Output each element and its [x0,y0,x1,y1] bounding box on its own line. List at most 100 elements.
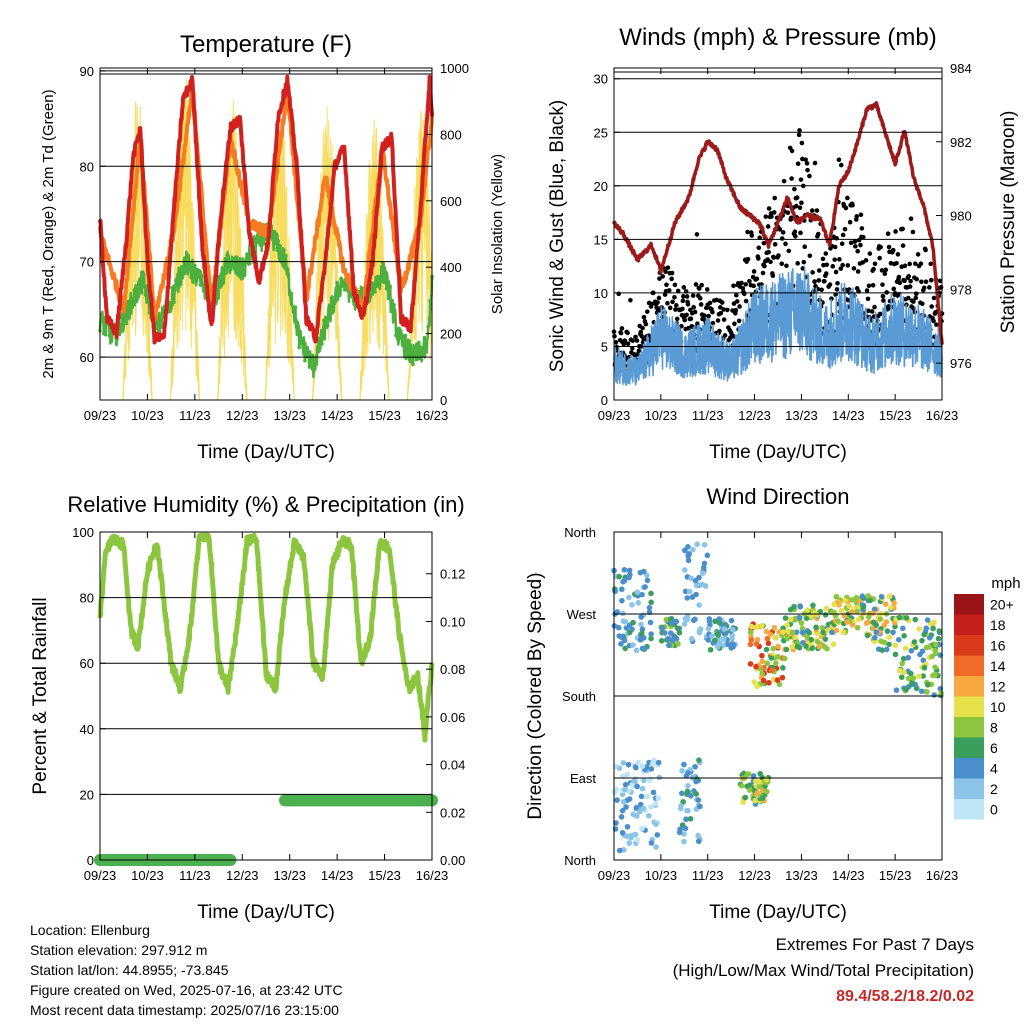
direction-point [635,759,642,766]
gust-point [669,270,675,276]
direction-point [747,629,754,636]
dewpoint-point [170,286,174,290]
dewpoint-point [295,320,300,325]
direction-point [616,847,623,854]
dewpoint-point [291,309,296,314]
gust-point [900,226,905,232]
temperature-ylabel: 2m & 9m T (Red, Orange) & 2m Td (Green) [40,89,57,378]
direction-point [865,593,871,599]
direction-point [775,653,781,660]
extremes-title: Extremes For Past 7 Days [775,935,974,954]
dewpoint-point [397,330,402,335]
gust-point [834,235,839,241]
gust-point [656,295,662,301]
colorbar-title: mph [991,575,1020,592]
direction-point [681,838,687,845]
gust-point [763,214,769,219]
winds-ytick-label: 20 [594,179,608,194]
direction-point [628,832,635,839]
gust-point [894,260,899,266]
gust-point [807,173,812,179]
gust-point [628,297,633,303]
direction-point [679,790,685,797]
direction-point [905,675,912,682]
gust-point [657,276,662,281]
gust-point [839,241,845,247]
direction-ylabel: Direction (Colored By Speed) [525,572,546,819]
dewpoint-point [293,305,298,309]
gust-point [634,338,640,343]
gust-point [749,233,755,238]
temperature-title: Temperature (F) [180,31,352,58]
gust-point [937,278,943,284]
gust-point [734,299,740,304]
direction-point [770,645,777,652]
direction-point [633,764,639,771]
gust-point [923,279,929,285]
direction-point [877,616,884,622]
winds-ytick-label: 10 [594,286,608,301]
dewpoint-point [375,280,379,284]
gust-point [630,338,636,343]
direction-point [853,595,860,601]
direction-point [753,663,759,670]
gust-point [785,210,791,216]
gust-point [717,328,722,334]
gust-point [638,329,644,335]
direction-point [919,637,925,644]
gust-point [851,266,857,271]
dewpoint-point [329,296,334,300]
direction-point [620,610,626,617]
temperature-xtick-label: 09/23 [84,408,117,423]
humidity-y2tick-label: 0.04 [440,758,465,773]
direction-point [693,778,699,785]
direction-point [814,639,821,645]
gust-point [792,229,798,235]
recent-timestamp: Most recent data timestamp: 2025/07/16 2… [30,1002,339,1018]
gust-point [900,243,906,248]
dewpoint-point [299,336,303,341]
dewpoint-point [134,295,138,300]
direction-point [886,593,893,600]
winds-y2label: Station Pressure (Maroon) [998,111,1019,334]
direction-point [714,631,721,637]
direction-point [659,624,666,631]
gust-point [822,278,827,284]
direction-point [916,626,922,632]
gust-point [928,277,934,283]
dewpoint-point [261,241,265,246]
temperature-xtick-label: 14/23 [321,408,354,423]
gust-point [680,298,686,304]
direction-point [782,615,789,621]
direction-xtick-label: 11/23 [692,868,724,883]
direction-xtick-label: 16/23 [926,868,959,883]
dewpoint-point [342,287,347,292]
direction-point [673,618,680,625]
dewpoint-point [136,286,140,290]
temperature-y2tick-label: 200 [440,327,462,342]
direction-point [822,612,829,618]
direction-point [626,840,633,846]
direction-point [621,577,628,584]
direction-point [900,625,906,632]
temperature-frame [99,67,433,401]
gust-point [802,244,808,250]
direction-point [721,630,728,637]
speed-colorbar: 0 2 4 6 8 10 12 14 16 18 20+ [954,594,1014,820]
solar-insolation-line [264,120,295,401]
direction-point [648,840,655,846]
direction-point [665,635,672,642]
direction-point [677,826,683,833]
dewpoint-point [331,299,336,304]
temp-2m-line [98,74,434,345]
gust-point [805,167,810,173]
colorbar-label: 12 [990,678,1006,694]
humidity-xtick-label: 15/23 [368,868,401,883]
direction-point [676,629,683,636]
direction-point [765,640,772,647]
gust-point [649,301,655,307]
gust-point [847,219,853,225]
direction-point [638,793,645,800]
dewpoint-point [316,349,320,354]
direction-point [775,643,782,650]
